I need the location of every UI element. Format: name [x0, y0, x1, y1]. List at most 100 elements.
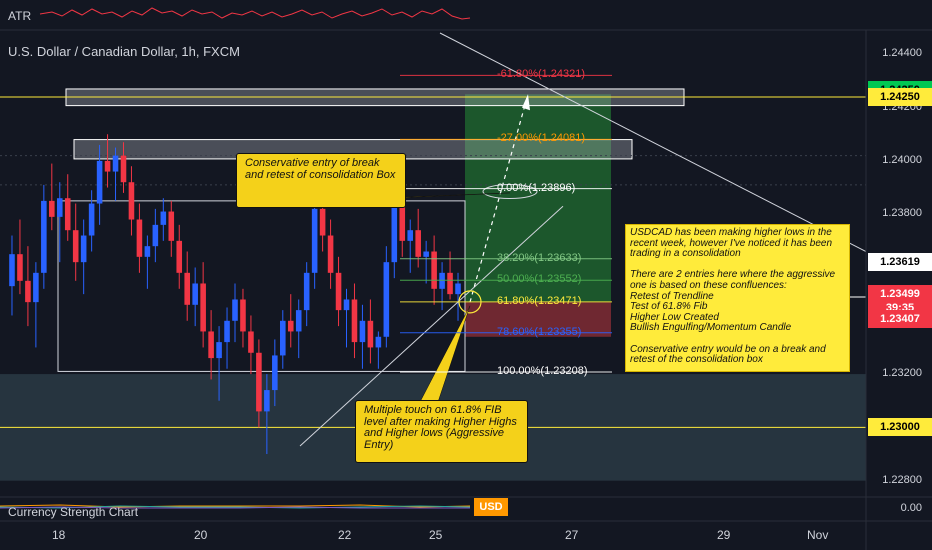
candle-body — [248, 331, 254, 353]
candle-body — [80, 235, 87, 263]
retest-ellipse — [482, 184, 538, 200]
fib-level-label: 50.00%(1.23552) — [497, 273, 582, 286]
candle-body — [423, 251, 429, 257]
atr-label: ATR — [8, 9, 32, 23]
candle-body — [399, 203, 406, 241]
candle-body — [343, 299, 350, 311]
fib-layer — [400, 74, 612, 373]
fib-level-label: 38.20%(1.23633) — [497, 251, 582, 264]
trendline — [299, 205, 564, 447]
sub-pane-value: 0.00 — [900, 502, 922, 514]
candle-body — [240, 299, 246, 332]
time-tick: 29 — [717, 528, 731, 542]
candle-body — [160, 211, 167, 225]
candle-body — [192, 283, 198, 305]
candle-body — [208, 331, 214, 359]
candle-body — [431, 251, 437, 289]
candle-body — [327, 235, 334, 273]
time-tick: Nov — [807, 528, 829, 542]
fib-level-label: 61.80%(1.23471) — [497, 294, 582, 307]
candle-body — [311, 208, 318, 273]
take-profit-zone — [465, 94, 611, 303]
time-tick: 22 — [338, 528, 352, 542]
candle-body — [367, 320, 374, 348]
candle-body — [184, 272, 190, 305]
candle-body — [280, 320, 286, 356]
candle-body — [96, 160, 103, 204]
projection-arrowhead — [522, 94, 530, 111]
price-badge: 1.23407 — [868, 309, 932, 328]
candle-body — [128, 182, 135, 220]
price-tick: 1.23800 — [882, 207, 922, 220]
candle-body — [120, 155, 127, 183]
candle-body — [176, 240, 183, 273]
candle-body — [303, 272, 310, 311]
time-tick: 18 — [52, 528, 66, 542]
candle-body — [49, 200, 55, 217]
candle-body — [455, 283, 461, 295]
candle-body — [168, 211, 175, 241]
fib-level-label: 100.00%(1.23208) — [497, 364, 588, 377]
fib-level-label: 78.60%(1.23355) — [497, 325, 582, 338]
time-tick: 25 — [429, 528, 443, 542]
price-badge: 1.23619 — [868, 253, 932, 272]
time-tick: 20 — [194, 528, 208, 542]
price-badge: 1.24250 — [868, 87, 932, 106]
candle-body — [439, 272, 445, 289]
candle-body — [335, 272, 342, 311]
candle-body — [407, 230, 414, 241]
price-badge: 1.23000 — [868, 418, 932, 437]
candle-body — [72, 230, 79, 263]
candle-body — [224, 320, 230, 343]
analysis-note: USDCAD has been making higher lows in th… — [625, 224, 850, 372]
fib-level-label: 0.00%(1.23896) — [497, 181, 576, 194]
conservative-entry-callout: Conservative entry of break and retest o… — [236, 153, 406, 208]
candle-body — [200, 283, 206, 332]
strength-line-3 — [0, 506, 470, 509]
atr-line — [39, 7, 471, 20]
candle-body — [33, 272, 39, 303]
candle-body — [272, 355, 278, 391]
fib-level-label: -61.80%(1.24321) — [497, 68, 586, 81]
usd-tag: USD — [474, 498, 508, 516]
candle-body — [375, 336, 382, 348]
candle-body — [9, 254, 15, 287]
candle-body — [295, 310, 302, 332]
candle-body — [351, 299, 358, 343]
candle-body — [216, 342, 222, 359]
candle-body — [383, 262, 390, 337]
candle-body — [152, 224, 159, 247]
candle-body — [319, 208, 326, 236]
candle-body — [136, 219, 143, 257]
resistance-diagonal — [439, 32, 867, 252]
candle-body — [391, 203, 398, 263]
candle-body — [232, 299, 238, 321]
price-tick: 1.23200 — [882, 367, 922, 380]
candle-body — [287, 320, 294, 332]
candle-body — [359, 320, 366, 343]
candle-body — [56, 198, 63, 217]
aggressive-entry-callout: Multiple touch on 61.8% FIB level after … — [355, 400, 528, 463]
time-tick: 27 — [565, 528, 579, 542]
candle-body — [415, 230, 421, 257]
price-tick: 1.24000 — [882, 153, 922, 166]
price-tick: 1.24400 — [882, 47, 922, 60]
candles-layer — [9, 134, 461, 455]
atr-pane — [0, 0, 866, 30]
candle-body — [264, 390, 270, 412]
candle-body — [256, 352, 262, 412]
candle-body — [25, 280, 31, 303]
candle-body — [144, 246, 151, 257]
symbol-title: U.S. Dollar / Canadian Dollar, 1h, FXCM — [8, 44, 240, 59]
candle-body — [88, 203, 95, 236]
fib-level-label: -27.00%(1.24081) — [497, 132, 586, 145]
candle-body — [112, 155, 119, 172]
candle-body — [64, 198, 71, 231]
candle-body — [17, 254, 23, 281]
price-tick: 1.22800 — [882, 473, 922, 486]
candle-body — [41, 200, 47, 273]
candle-body — [104, 160, 111, 172]
overlay-layer — [299, 32, 867, 447]
strength-label: Currency Strength Chart — [8, 505, 139, 519]
